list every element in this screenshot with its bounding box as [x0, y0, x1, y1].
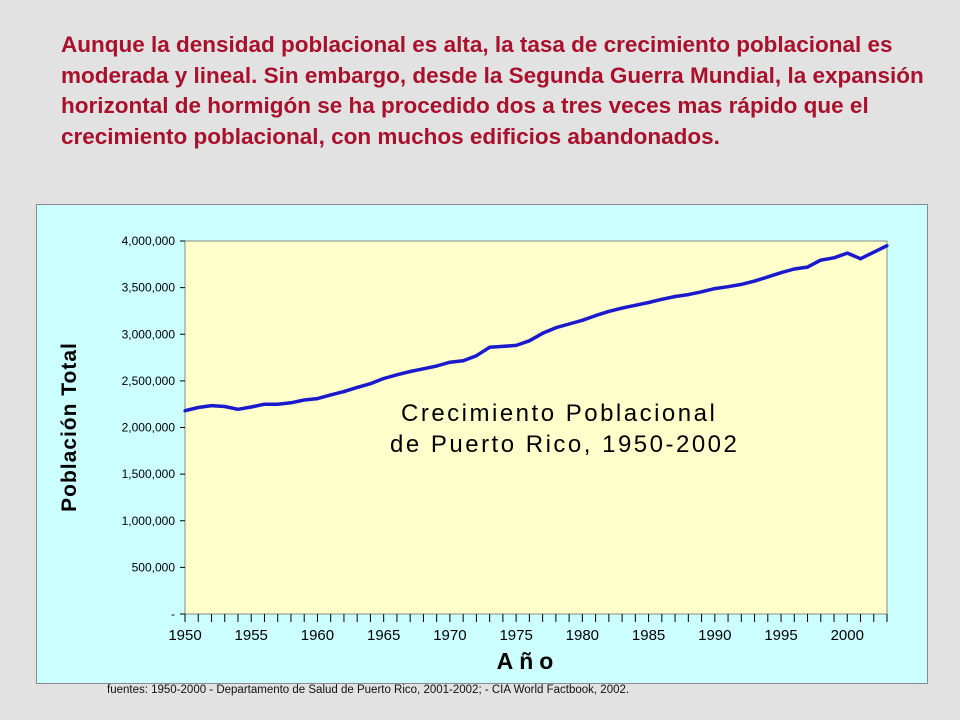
data-point	[249, 405, 253, 409]
data-point	[223, 404, 227, 409]
data-point	[315, 396, 320, 401]
data-point	[382, 376, 386, 381]
data-point	[183, 409, 187, 413]
population-series-line	[184, 244, 888, 413]
data-point	[633, 303, 637, 307]
data-point	[699, 290, 704, 294]
data-point	[752, 279, 757, 283]
chart-panel: - 500,000 1,000,000 1,500,000 2,000,000 2,500…	[36, 204, 928, 684]
data-point	[660, 297, 664, 301]
data-point	[289, 401, 293, 405]
y-tick-label: 1,500,000	[122, 467, 176, 481]
plot-area	[184, 240, 888, 615]
data-point	[209, 403, 214, 408]
chart-annotation-line-1: Crecimiento Poblacional	[401, 400, 717, 427]
y-tick-label: 3,500,000	[122, 281, 176, 295]
y-axis-title: Población Total	[58, 342, 81, 512]
data-point	[355, 385, 359, 390]
y-tick-label: 4,000,000	[122, 234, 176, 248]
data-point	[527, 339, 531, 343]
headline: Aunque la densidad poblacional es alta, …	[61, 32, 924, 149]
data-point	[567, 322, 571, 326]
y-tick-label: 1,000,000	[122, 514, 176, 528]
x-tick-label: 1970	[433, 627, 466, 644]
data-point	[580, 318, 584, 322]
x-tick-label: 1980	[566, 627, 599, 644]
data-point	[262, 402, 267, 406]
data-point	[872, 250, 876, 254]
x-tick-label: 1955	[235, 627, 268, 644]
data-point	[514, 343, 518, 348]
data-point	[792, 267, 796, 271]
data-point	[845, 251, 849, 255]
x-tick-label: 1995	[764, 627, 797, 644]
x-tick-label: 1990	[698, 627, 731, 644]
y-tick-label: 3,000,000	[122, 327, 176, 341]
y-tick-label: 2,500,000	[122, 374, 176, 388]
data-point	[395, 373, 399, 377]
data-point	[448, 360, 452, 364]
data-point	[594, 314, 598, 318]
data-point	[474, 354, 478, 358]
y-tick-label: 500,000	[132, 560, 176, 574]
x-tick-label: 1975	[499, 627, 532, 644]
data-point	[779, 271, 783, 275]
data-point	[236, 407, 240, 411]
data-point	[726, 285, 730, 289]
data-point	[541, 331, 545, 335]
data-point	[819, 258, 823, 262]
data-point	[276, 402, 280, 406]
x-tick-label: 2000	[831, 627, 864, 644]
source-note: fuentes: 1950-2000 - Departamento de Sal…	[107, 684, 630, 696]
data-point	[554, 326, 558, 330]
data-point	[673, 294, 677, 299]
data-point	[488, 345, 492, 349]
data-point	[686, 293, 690, 297]
data-point	[421, 367, 426, 371]
y-tick-label: 2,000,000	[122, 421, 176, 435]
chart-annotation-line-2: de Puerto Rico, 1950-2002	[390, 431, 739, 458]
data-point	[461, 359, 465, 363]
data-point	[342, 389, 346, 394]
x-tick-label: 1950	[168, 627, 201, 644]
y-tick-label: -	[171, 607, 175, 621]
data-point	[408, 369, 412, 374]
data-point	[713, 286, 717, 291]
data-point	[805, 265, 810, 269]
data-point	[766, 275, 770, 279]
x-tick-label: 1985	[632, 627, 665, 644]
data-point	[607, 309, 611, 314]
x-tick-label: 1965	[367, 627, 400, 644]
x-axis-title: Año	[497, 648, 560, 674]
data-point	[196, 405, 200, 410]
data-point	[302, 398, 306, 402]
data-point	[832, 256, 836, 260]
data-point	[885, 244, 889, 248]
data-point	[620, 306, 624, 310]
data-point	[501, 344, 505, 348]
data-point	[646, 300, 651, 305]
data-point	[368, 382, 373, 386]
population-chart: - 500,000 1,000,000 1,500,000 2,000,000 2,500…	[58, 234, 889, 674]
data-point	[739, 282, 743, 286]
data-point	[329, 393, 333, 397]
x-tick-label: 1960	[301, 627, 334, 644]
data-point	[858, 257, 863, 261]
data-point	[435, 364, 439, 368]
